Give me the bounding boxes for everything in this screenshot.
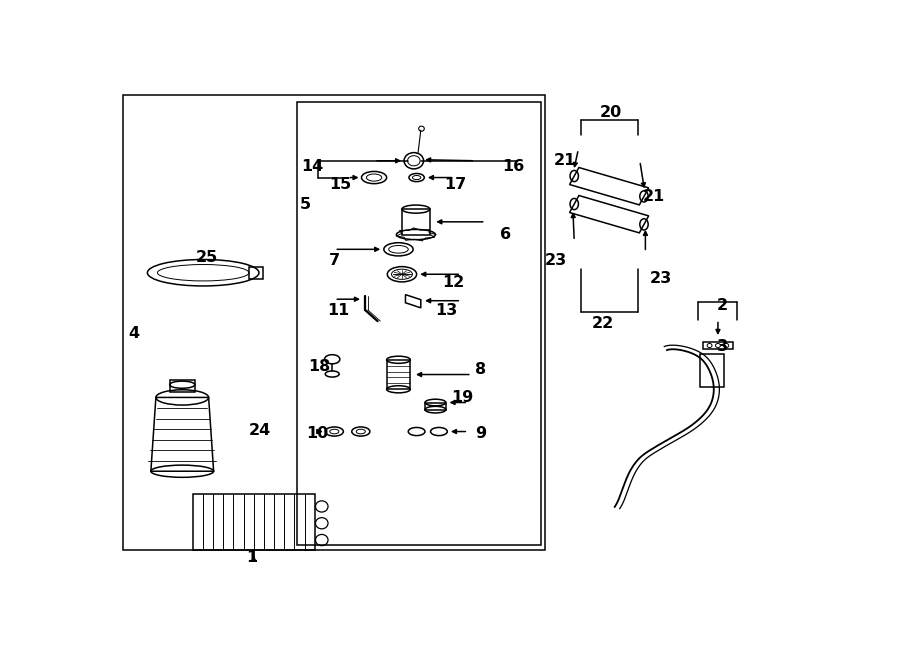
Text: 7: 7	[328, 253, 340, 268]
Text: 19: 19	[451, 390, 473, 405]
Text: 15: 15	[328, 177, 351, 192]
Bar	[193, 494, 315, 550]
Text: 12: 12	[443, 276, 464, 290]
Bar	[700, 354, 725, 387]
Text: 14: 14	[302, 159, 324, 175]
Text: 20: 20	[600, 105, 622, 120]
Text: 3: 3	[717, 339, 728, 354]
Bar	[402, 209, 430, 235]
Text: 5: 5	[300, 196, 310, 212]
Text: 25: 25	[195, 250, 218, 265]
Text: 17: 17	[445, 177, 467, 192]
Text: 23: 23	[544, 253, 566, 268]
Text: 9: 9	[475, 426, 486, 440]
Text: 13: 13	[436, 303, 458, 319]
Bar	[297, 102, 542, 545]
Text: 22: 22	[591, 316, 614, 331]
Text: 21: 21	[643, 189, 665, 204]
Bar	[123, 95, 545, 550]
Bar	[387, 360, 410, 389]
Text: 2: 2	[717, 298, 728, 313]
Bar	[425, 403, 446, 410]
Bar	[703, 342, 733, 349]
Text: 1: 1	[247, 550, 257, 565]
Text: 16: 16	[501, 159, 524, 175]
Text: 8: 8	[475, 362, 486, 377]
Text: 18: 18	[308, 360, 330, 374]
Text: 11: 11	[328, 303, 349, 319]
Text: 24: 24	[248, 423, 271, 438]
Text: 23: 23	[650, 271, 671, 286]
Text: 6: 6	[500, 227, 510, 242]
Bar	[170, 379, 194, 393]
Text: 10: 10	[306, 426, 328, 440]
Text: 4: 4	[128, 327, 139, 341]
Text: 21: 21	[554, 153, 576, 169]
Bar	[249, 266, 263, 279]
